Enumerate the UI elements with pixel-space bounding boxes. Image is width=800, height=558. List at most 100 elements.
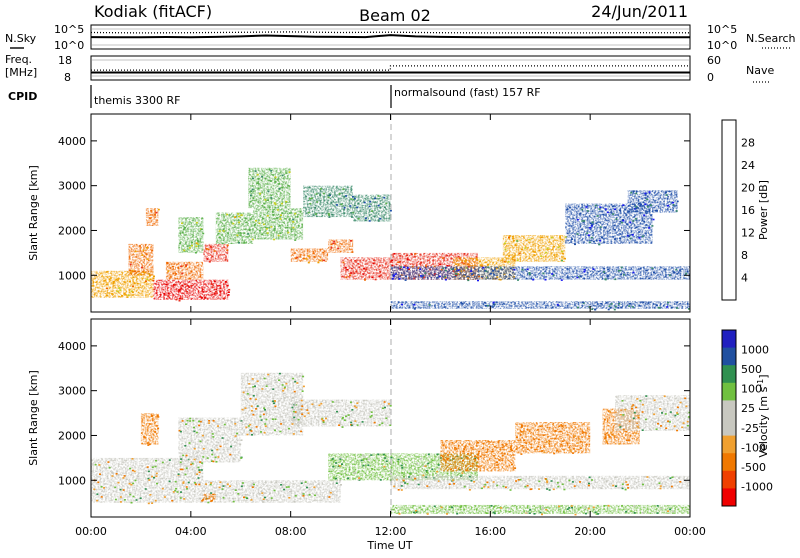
power-cell	[450, 268, 453, 270]
power-cell	[357, 202, 360, 205]
velocity-cell	[130, 483, 133, 486]
velocity-cell	[234, 423, 237, 425]
velocity-cell	[669, 508, 672, 511]
power-cell	[288, 171, 291, 173]
velocity-cell	[572, 448, 575, 450]
velocity-cell	[195, 455, 198, 458]
power-cell	[394, 273, 397, 275]
power-cell	[604, 208, 607, 210]
velocity-cell	[625, 439, 628, 441]
power-cell	[201, 297, 203, 299]
velocity-colorbar-frame	[721, 329, 737, 507]
velocity-cell	[548, 489, 551, 491]
velocity-cell	[533, 438, 536, 441]
power-cell	[368, 220, 371, 222]
velocity-cell	[143, 436, 146, 439]
velocity-cell	[294, 411, 297, 413]
velocity-cell	[221, 488, 224, 490]
velocity-y-label: Slant Range [km]	[27, 370, 40, 466]
velocity-cell	[97, 481, 100, 484]
velocity-cell	[308, 494, 311, 496]
velocity-cell	[260, 419, 263, 421]
power-cell	[186, 291, 189, 293]
velocity-cell	[161, 461, 164, 464]
velocity-cell	[186, 419, 189, 422]
power-cell	[586, 210, 589, 212]
power-cell	[307, 211, 310, 214]
velocity-cell	[312, 405, 315, 408]
velocity-cell	[215, 444, 218, 447]
velocity-cell	[332, 461, 335, 463]
velocity-cell	[547, 442, 550, 444]
power-cell	[180, 287, 183, 289]
velocity-cell	[528, 430, 531, 432]
velocity-cell	[510, 448, 513, 450]
power-cell	[561, 250, 563, 253]
velocity-cell	[537, 445, 540, 448]
velocity-colorbar-swatch	[722, 365, 736, 384]
power-cell	[112, 281, 115, 283]
power-cell	[237, 213, 240, 215]
velocity-cell	[109, 484, 112, 487]
velocity-cell	[259, 415, 262, 418]
power-cell	[499, 267, 502, 269]
velocity-cell	[193, 482, 196, 484]
velocity-cell	[358, 477, 361, 479]
power-cell	[276, 178, 279, 181]
velocity-cell	[492, 481, 495, 483]
noise-left-label: N.Sky	[5, 32, 37, 45]
velocity-cell	[685, 405, 688, 408]
velocity-cell	[262, 501, 265, 503]
velocity-cell	[404, 482, 406, 484]
velocity-cell	[219, 445, 222, 448]
power-cell	[402, 266, 405, 269]
velocity-cell	[377, 453, 380, 456]
velocity-cell	[543, 451, 546, 454]
nave-series-line	[91, 65, 690, 71]
power-cell	[195, 242, 198, 244]
power-cell	[425, 265, 427, 267]
power-cell	[319, 194, 322, 196]
power-cell	[560, 279, 563, 281]
velocity-cell	[519, 434, 522, 436]
power-cell	[478, 260, 481, 263]
power-cell	[599, 226, 602, 228]
power-cell	[166, 262, 169, 265]
power-cell	[576, 218, 579, 221]
velocity-cell	[619, 426, 622, 428]
velocity-cell	[385, 460, 388, 462]
power-cell	[277, 234, 280, 237]
velocity-cell	[313, 486, 316, 488]
power-cell	[327, 196, 330, 199]
velocity-cell	[184, 445, 187, 447]
velocity-cell	[170, 488, 173, 491]
velocity-cell	[441, 455, 444, 458]
velocity-region	[390, 504, 690, 514]
velocity-cell	[635, 406, 638, 409]
power-cell	[591, 308, 594, 310]
power-cell	[249, 200, 252, 203]
power-cell	[591, 221, 594, 224]
power-cell	[377, 220, 380, 222]
frequency-panel: 18 8 60 0 Freq. [MHz] Nave	[5, 53, 774, 84]
power-cell	[654, 209, 657, 212]
velocity-cell	[180, 491, 182, 493]
velocity-cell	[426, 485, 429, 487]
velocity-cell	[292, 433, 295, 435]
velocity-cell	[282, 423, 285, 426]
power-cell	[133, 270, 136, 273]
power-cell	[322, 192, 325, 195]
velocity-cell	[479, 455, 482, 458]
power-cell	[492, 301, 495, 304]
velocity-cell	[584, 512, 587, 515]
power-region	[390, 301, 690, 309]
velocity-cell	[625, 510, 628, 513]
power-colorbar-tick-label: 20	[741, 182, 755, 195]
power-cell	[525, 277, 528, 280]
velocity-cell	[665, 427, 668, 429]
velocity-cell	[329, 491, 332, 494]
power-cell	[197, 243, 200, 245]
velocity-cell	[264, 425, 267, 427]
velocity-cell	[632, 404, 635, 406]
velocity-cell	[186, 488, 189, 490]
